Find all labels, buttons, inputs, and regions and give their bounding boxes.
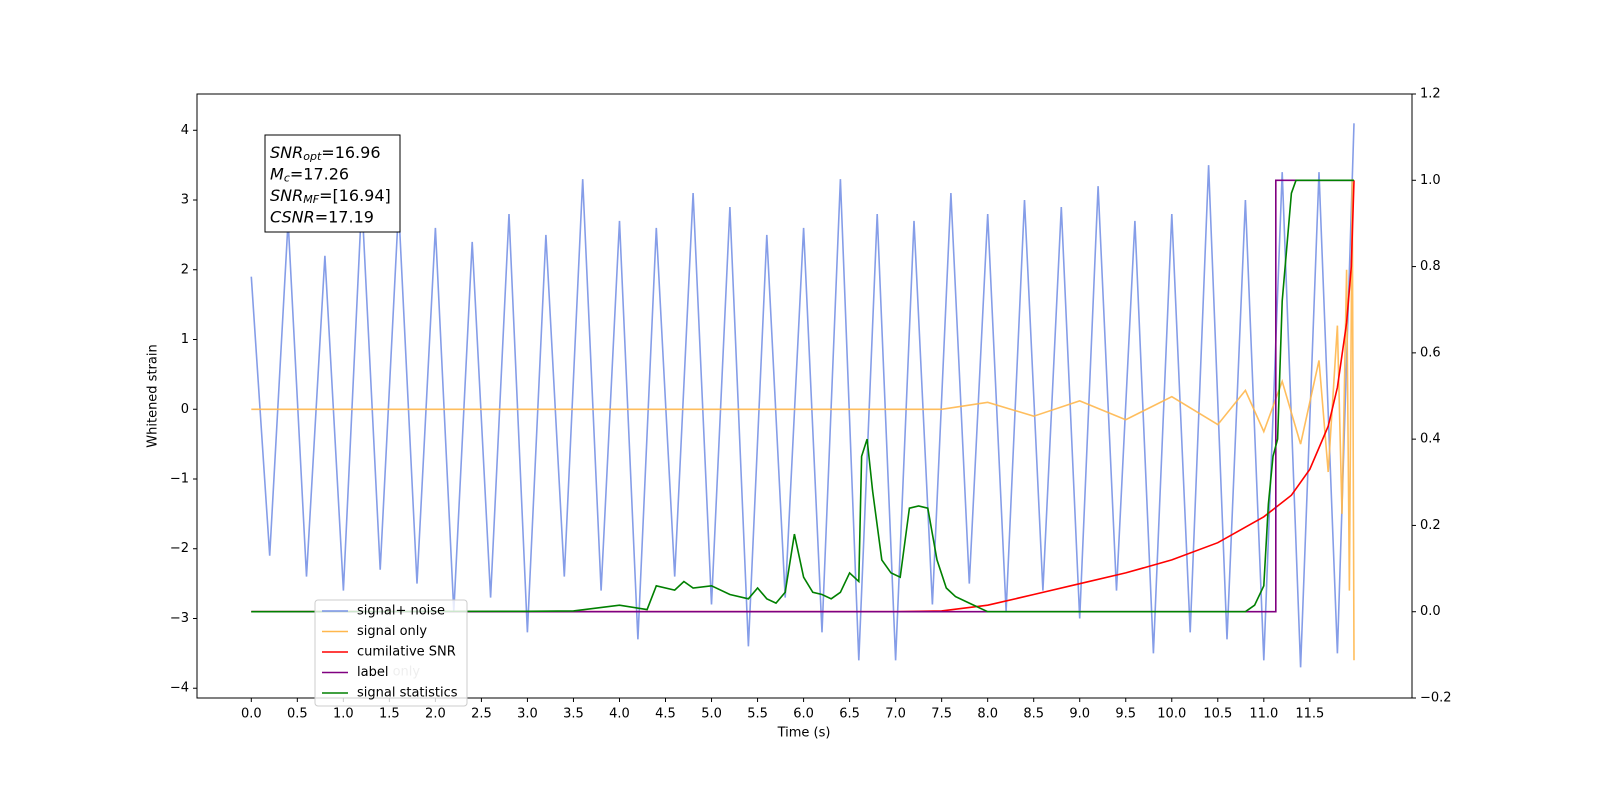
x-tick-label: 0.5 <box>287 707 308 722</box>
legend-frame <box>314 599 468 707</box>
plot-frame <box>196 93 1413 699</box>
x-tick-label: 11.0 <box>1249 707 1278 722</box>
series-line <box>251 179 1354 613</box>
annotation-subscript: c <box>284 172 290 185</box>
x-tick-label: 7.5 <box>931 707 952 722</box>
y2-tick-label: −0.2 <box>1420 691 1452 706</box>
x-tick-label: 10.0 <box>1157 707 1186 722</box>
y-tick-label: 2 <box>181 262 189 277</box>
x-tick-label: 9.0 <box>1069 707 1090 722</box>
x-tick-label: 11.5 <box>1295 707 1324 722</box>
y2-tick-label: 0.4 <box>1420 432 1441 447</box>
annotation-value: =17.19 <box>315 207 374 226</box>
annotation-value: =17.26 <box>290 164 349 183</box>
annotation-line: SNRMF=[16.94] <box>270 186 391 207</box>
y-tick-label: 0 <box>181 402 189 417</box>
annotation-line: CSNR=17.19 <box>270 207 374 226</box>
y-tick-label: −2 <box>170 541 189 556</box>
x-tick-label: 3.0 <box>517 707 538 722</box>
y-tick-label: −4 <box>170 681 189 696</box>
annotation-symbol: M <box>270 164 284 183</box>
annotation-symbol: SNR <box>270 186 303 205</box>
annotation-line: Mc=17.26 <box>270 164 349 185</box>
legend-label: signal only <box>357 624 427 639</box>
x-axis-label: Time (s) <box>777 726 831 741</box>
x-tick-label: 9.5 <box>1115 707 1136 722</box>
x-tick-label: 5.0 <box>701 707 722 722</box>
x-tick-label: 6.0 <box>793 707 814 722</box>
series-line <box>251 179 1355 661</box>
annotation-line: SNRopt=16.96 <box>270 143 381 164</box>
x-tick-label: 1.0 <box>333 707 354 722</box>
series-line <box>251 180 1355 613</box>
y-tick-label: −3 <box>170 611 189 626</box>
y2-tick-label: 1.0 <box>1420 173 1441 188</box>
legend-label: signal statistics <box>357 686 458 701</box>
legend-label: cumilative SNR <box>357 645 456 660</box>
annotation-subscript: MF <box>303 193 319 206</box>
y2-tick-label: 0.8 <box>1420 259 1441 274</box>
annotation-value: =16.96 <box>321 143 380 162</box>
y2-tick-label: 0.2 <box>1420 518 1441 533</box>
y-tick-label: 3 <box>181 193 189 208</box>
x-tick-label: 7.0 <box>885 707 906 722</box>
x-tick-label: 0.0 <box>241 707 262 722</box>
legend-label: signal+ noise <box>357 604 445 619</box>
legend-label: label <box>357 665 388 680</box>
x-tick-label: 2.5 <box>471 707 492 722</box>
y-tick-label: −1 <box>170 471 189 486</box>
y2-tick-label: 0.6 <box>1420 345 1441 360</box>
x-tick-label: 2.0 <box>425 707 446 722</box>
y2-tick-label: 0.0 <box>1420 604 1441 619</box>
annotation-frame <box>264 134 401 233</box>
annotation-subscript: opt <box>303 150 322 163</box>
y-tick-label: 1 <box>181 332 189 347</box>
y2-tick-label: 1.2 <box>1420 87 1441 102</box>
series-line <box>250 123 1355 668</box>
x-tick-label: 1.5 <box>379 707 400 722</box>
y-tick-label: 4 <box>181 123 189 138</box>
x-tick-label: 4.5 <box>655 707 676 722</box>
x-tick-label: 5.5 <box>747 707 768 722</box>
x-tick-label: 4.0 <box>609 707 630 722</box>
annotation-symbol: SNR <box>270 143 303 162</box>
x-tick-label: 3.5 <box>563 707 584 722</box>
x-tick-label: 6.5 <box>839 707 860 722</box>
x-tick-label: 10.5 <box>1203 707 1232 722</box>
y-axis-label: Whitened strain <box>146 344 161 447</box>
annotation-value: =[16.94] <box>319 186 391 205</box>
x-tick-label: 8.5 <box>1023 707 1044 722</box>
x-tick-label: 8.0 <box>977 707 998 722</box>
annotation-symbol: CSNR <box>270 207 315 226</box>
